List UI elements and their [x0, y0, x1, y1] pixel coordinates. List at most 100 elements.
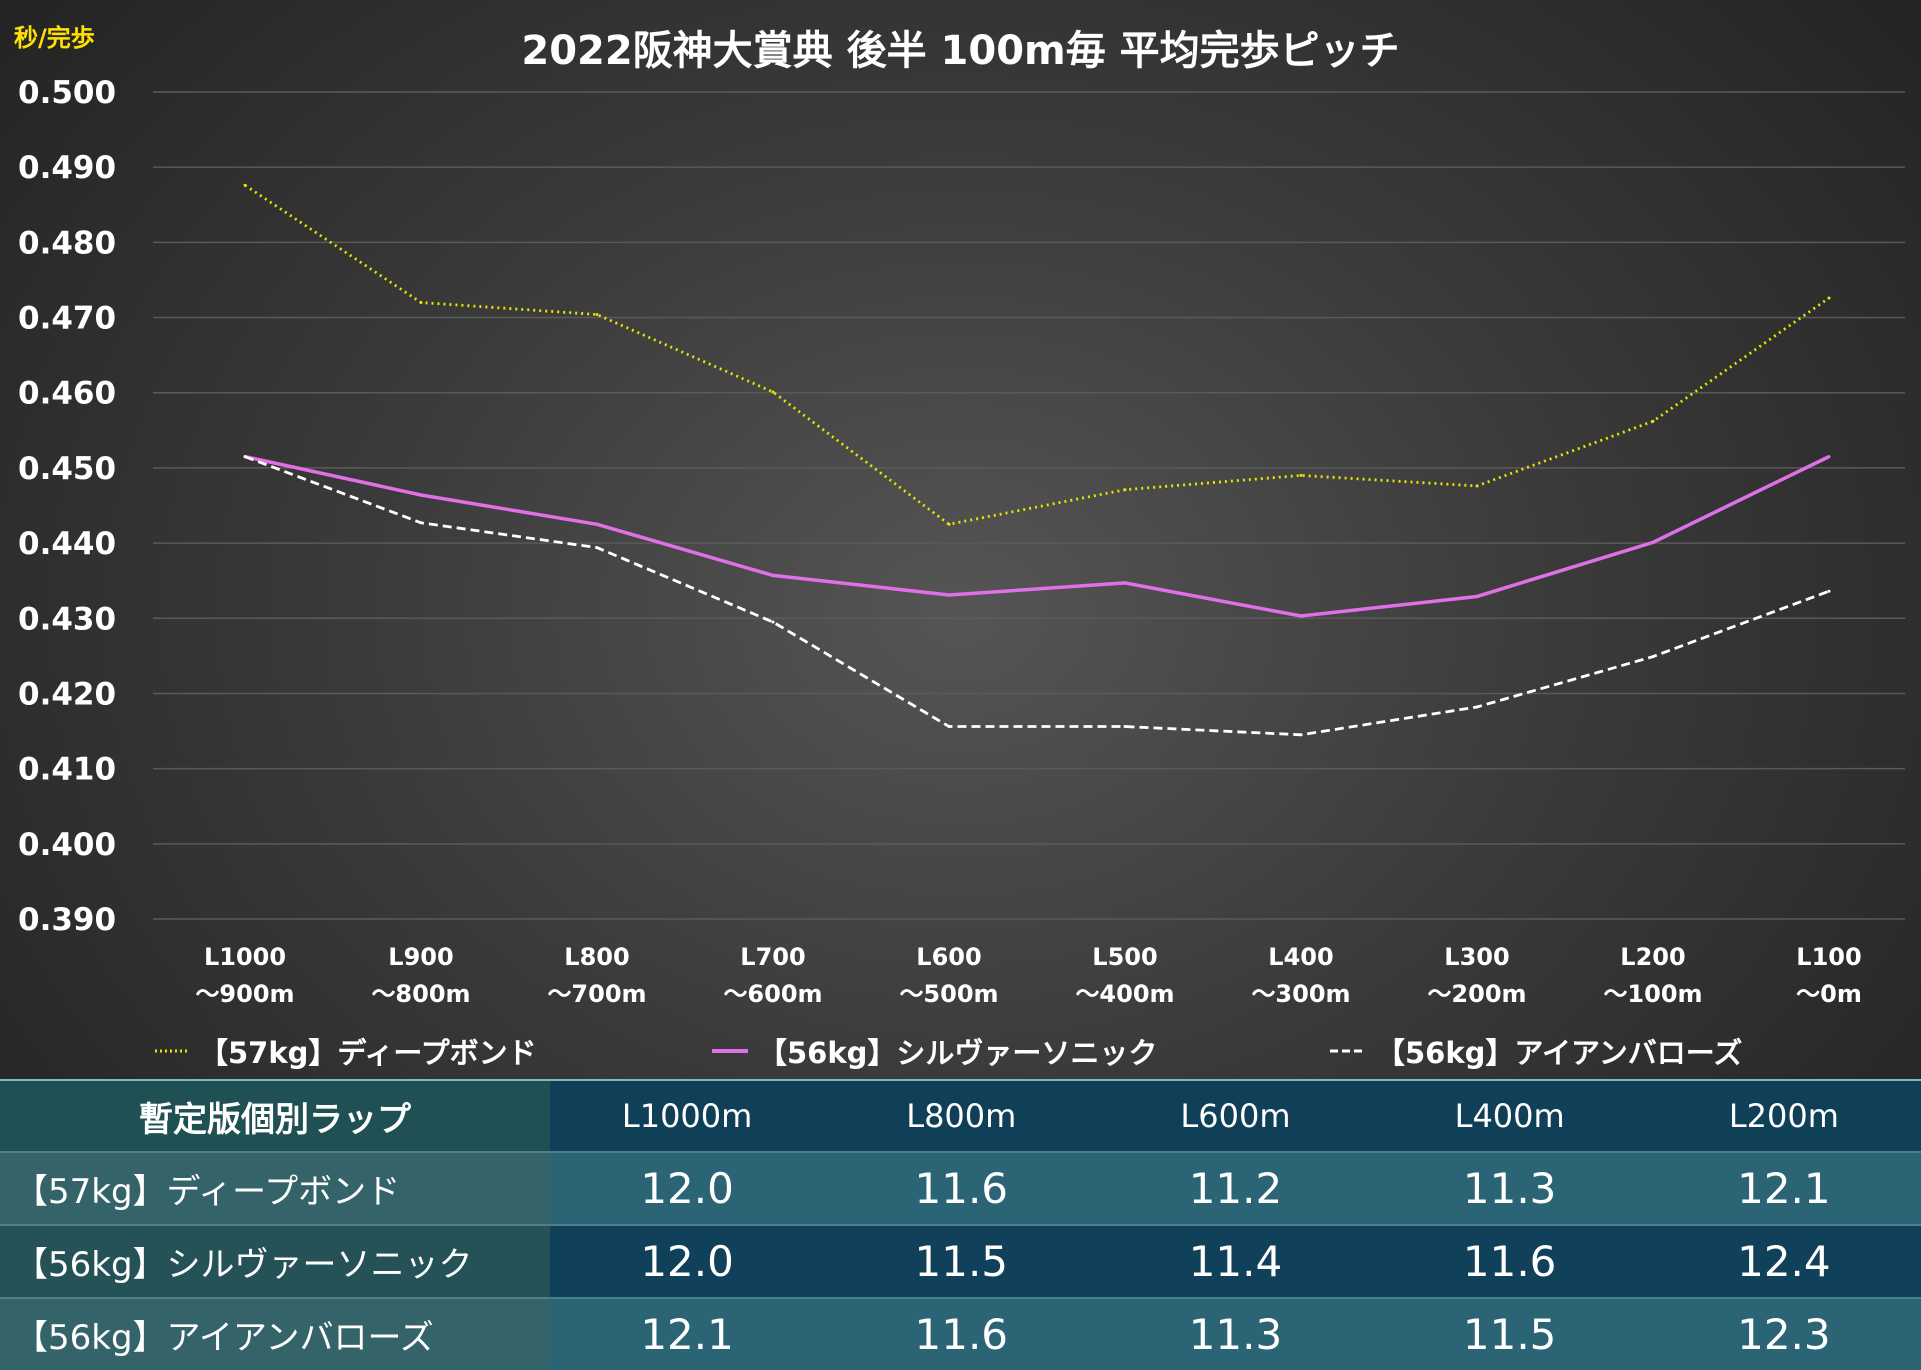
- x-tick-label: 〜800m: [371, 980, 470, 1008]
- data-point: [1123, 725, 1127, 729]
- column-header: L200m: [1646, 1080, 1921, 1152]
- data-point: [419, 493, 423, 497]
- legend-item-iron-barows: 【56kg】アイアンバローズ: [1330, 1030, 1742, 1072]
- data-point: [1299, 473, 1303, 477]
- data-point: [1299, 614, 1303, 618]
- series-line-2: [244, 454, 1830, 618]
- y-tick-label: 0.460: [18, 376, 116, 412]
- cell: 11.6: [1372, 1224, 1647, 1298]
- cell: 12.1: [550, 1297, 825, 1370]
- data-point: [1651, 540, 1655, 544]
- x-tick-label: 〜700m: [547, 980, 646, 1008]
- row-label: 【56kg】シルヴァーソニック: [0, 1224, 550, 1298]
- table-row: 【57kg】ディープボンド 12.0 11.6 11.2 11.3 12.1: [0, 1151, 1921, 1225]
- data-point: [771, 620, 775, 624]
- cell: 11.2: [1098, 1151, 1373, 1225]
- data-point: [1475, 705, 1479, 709]
- data-point: [1651, 655, 1655, 659]
- cell: 12.0: [550, 1151, 825, 1225]
- x-tick-label: 〜500m: [899, 980, 998, 1008]
- data-point: [595, 313, 599, 317]
- legend: 【57kg】ディープボンド 【56kg】シルヴァーソニック 【56kg】アイアン…: [0, 1030, 1921, 1070]
- y-tick-label: 0.480: [18, 225, 116, 261]
- x-tick-label: L700: [740, 943, 805, 971]
- y-tick-label: 0.450: [18, 451, 116, 487]
- table-row: 【56kg】アイアンバローズ 12.1 11.6 11.3 11.5 12.3: [0, 1297, 1921, 1370]
- y-tick-label: 0.500: [18, 75, 116, 111]
- x-tick-label: L1000: [204, 943, 286, 971]
- x-tick-label: 〜0m: [1796, 980, 1862, 1008]
- column-header: L600m: [1098, 1080, 1373, 1152]
- cell: 12.1: [1646, 1151, 1921, 1225]
- data-point: [947, 593, 951, 597]
- data-point: [1827, 296, 1831, 300]
- data-point: [1123, 581, 1127, 585]
- data-point: [947, 725, 951, 729]
- cell: 11.5: [824, 1224, 1099, 1298]
- x-tick-label: L100: [1796, 943, 1861, 971]
- cell: 11.4: [1098, 1224, 1373, 1298]
- data-point: [595, 522, 599, 526]
- x-tick-label: 〜300m: [1251, 980, 1350, 1008]
- cell: 12.3: [1646, 1297, 1921, 1370]
- y-tick-label: 0.410: [18, 752, 116, 788]
- column-header: L400m: [1372, 1080, 1647, 1152]
- legend-label: 【57kg】ディープボンド: [199, 1036, 537, 1070]
- data-point: [771, 573, 775, 577]
- column-header: L800m: [824, 1080, 1099, 1152]
- x-tick-label: L900: [388, 943, 453, 971]
- legend-swatch-dashed: [1330, 1049, 1366, 1053]
- legend-label: 【56kg】アイアンバローズ: [1376, 1036, 1743, 1070]
- cell: 11.3: [1098, 1297, 1373, 1370]
- cell: 12.4: [1646, 1224, 1921, 1298]
- legend-swatch-solid: [712, 1049, 748, 1053]
- legend-label: 【56kg】シルヴァーソニック: [758, 1036, 1158, 1070]
- x-tick-label: 〜400m: [1075, 980, 1174, 1008]
- table-row: 【56kg】シルヴァーソニック 12.0 11.5 11.4 11.6 12.4: [0, 1224, 1921, 1298]
- legend-item-deep-bond: 【57kg】ディープボンド: [155, 1030, 537, 1072]
- x-tick-label: L800: [564, 943, 629, 971]
- chart-title: 2022阪神大賞典 後半 100m毎 平均完歩ピッチ: [521, 28, 1400, 74]
- column-header: L1000m: [550, 1080, 825, 1152]
- y-tick-label: 0.420: [18, 676, 116, 712]
- data-point: [947, 522, 951, 526]
- y-tick-label: 0.400: [18, 827, 116, 863]
- x-tick-label: 〜100m: [1603, 980, 1702, 1008]
- data-point: [1123, 488, 1127, 492]
- x-tick-label: L200: [1620, 943, 1685, 971]
- y-tick-label: 0.430: [18, 601, 116, 637]
- data-point: [1827, 589, 1831, 593]
- x-tick-label: 〜600m: [723, 980, 822, 1008]
- cell: 11.6: [824, 1151, 1099, 1225]
- legend-item-silver-sonic: 【56kg】シルヴァーソニック: [712, 1030, 1157, 1072]
- y-tick-label: 0.470: [18, 301, 116, 337]
- data-point: [243, 183, 247, 187]
- cell: 11.6: [824, 1297, 1099, 1370]
- cell: 12.0: [550, 1224, 825, 1298]
- x-tick-label: 〜900m: [195, 980, 294, 1008]
- data-point: [771, 390, 775, 394]
- table-header-row: 暫定版個別ラップ L1000m L800m L600m L400m L200m: [0, 1080, 1921, 1152]
- line-chart: 0.500 0.490 0.480 0.470 0.460 0.450 0.440 0.430…: [18, 75, 1905, 1008]
- data-point: [1299, 733, 1303, 737]
- data-point: [1475, 594, 1479, 598]
- x-tick-label: L300: [1444, 943, 1509, 971]
- x-tick-label: L600: [916, 943, 981, 971]
- row-label: 【56kg】アイアンバローズ: [0, 1297, 550, 1370]
- table-header-label: 暫定版個別ラップ: [0, 1080, 550, 1152]
- data-point: [1651, 419, 1655, 423]
- data-point: [595, 546, 599, 550]
- x-tick-label: L500: [1092, 943, 1157, 971]
- y-axis-label: 秒/完歩: [14, 24, 95, 52]
- cell: 11.5: [1372, 1297, 1647, 1370]
- y-tick-label: 0.440: [18, 526, 116, 562]
- x-tick-label: L400: [1268, 943, 1333, 971]
- data-point: [419, 301, 423, 305]
- y-tick-label: 0.390: [18, 902, 116, 938]
- data-point: [419, 521, 423, 525]
- cell: 11.3: [1372, 1151, 1647, 1225]
- data-point: [1827, 455, 1831, 459]
- legend-swatch-dotted: [155, 1049, 189, 1053]
- row-label: 【57kg】ディープボンド: [0, 1151, 550, 1225]
